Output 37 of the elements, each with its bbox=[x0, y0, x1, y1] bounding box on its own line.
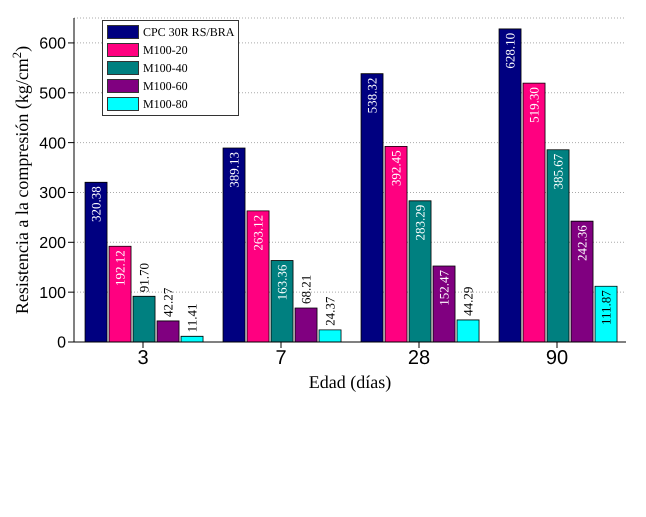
x-tick-label: 28 bbox=[408, 347, 430, 370]
x-tick-label: 7 bbox=[275, 347, 287, 370]
data-label: 389.13 bbox=[226, 152, 242, 188]
y-tick-label: 300 bbox=[39, 185, 66, 202]
data-label: 320.38 bbox=[88, 186, 104, 222]
data-label: 68.21 bbox=[298, 274, 314, 304]
y-tick-label: 600 bbox=[39, 36, 66, 53]
data-label: 163.36 bbox=[274, 264, 290, 300]
x-tick-label: 3 bbox=[137, 347, 149, 370]
x-axis-title: Edad (días) bbox=[308, 372, 392, 392]
data-label: 263.12 bbox=[250, 214, 266, 251]
data-label: 111.87 bbox=[598, 290, 614, 326]
y-tick-label: 400 bbox=[39, 135, 66, 152]
data-label: 11.41 bbox=[184, 304, 200, 332]
data-label: 519.30 bbox=[526, 87, 542, 123]
data-label: 24.37 bbox=[322, 296, 338, 326]
legend-label: M100-80 bbox=[143, 96, 188, 112]
data-label: 242.36 bbox=[574, 224, 590, 261]
data-label: 283.29 bbox=[412, 204, 428, 241]
x-tick-label: 90 bbox=[546, 347, 568, 370]
data-label: 538.32 bbox=[364, 78, 380, 114]
data-label: 152.47 bbox=[436, 270, 452, 306]
y-tick-label: 200 bbox=[39, 234, 66, 252]
data-label: 91.70 bbox=[136, 263, 152, 292]
y-tick-label: 0 bbox=[57, 334, 66, 352]
data-label: 385.67 bbox=[550, 153, 566, 190]
data-label: 44.29 bbox=[460, 286, 476, 316]
data-label: 192.12 bbox=[112, 250, 128, 286]
y-tick-label: 500 bbox=[39, 85, 66, 102]
legend-label: CPC 30R RS/BRA bbox=[143, 24, 234, 40]
data-label: 42.27 bbox=[160, 287, 176, 317]
legend-label: M100-60 bbox=[143, 78, 188, 94]
y-tick-label: 100 bbox=[39, 284, 66, 302]
data-label: 628.10 bbox=[502, 32, 518, 69]
data-label: 392.45 bbox=[388, 150, 404, 186]
legend-label: M100-40 bbox=[143, 60, 188, 76]
legend-label: M100-20 bbox=[143, 42, 188, 58]
